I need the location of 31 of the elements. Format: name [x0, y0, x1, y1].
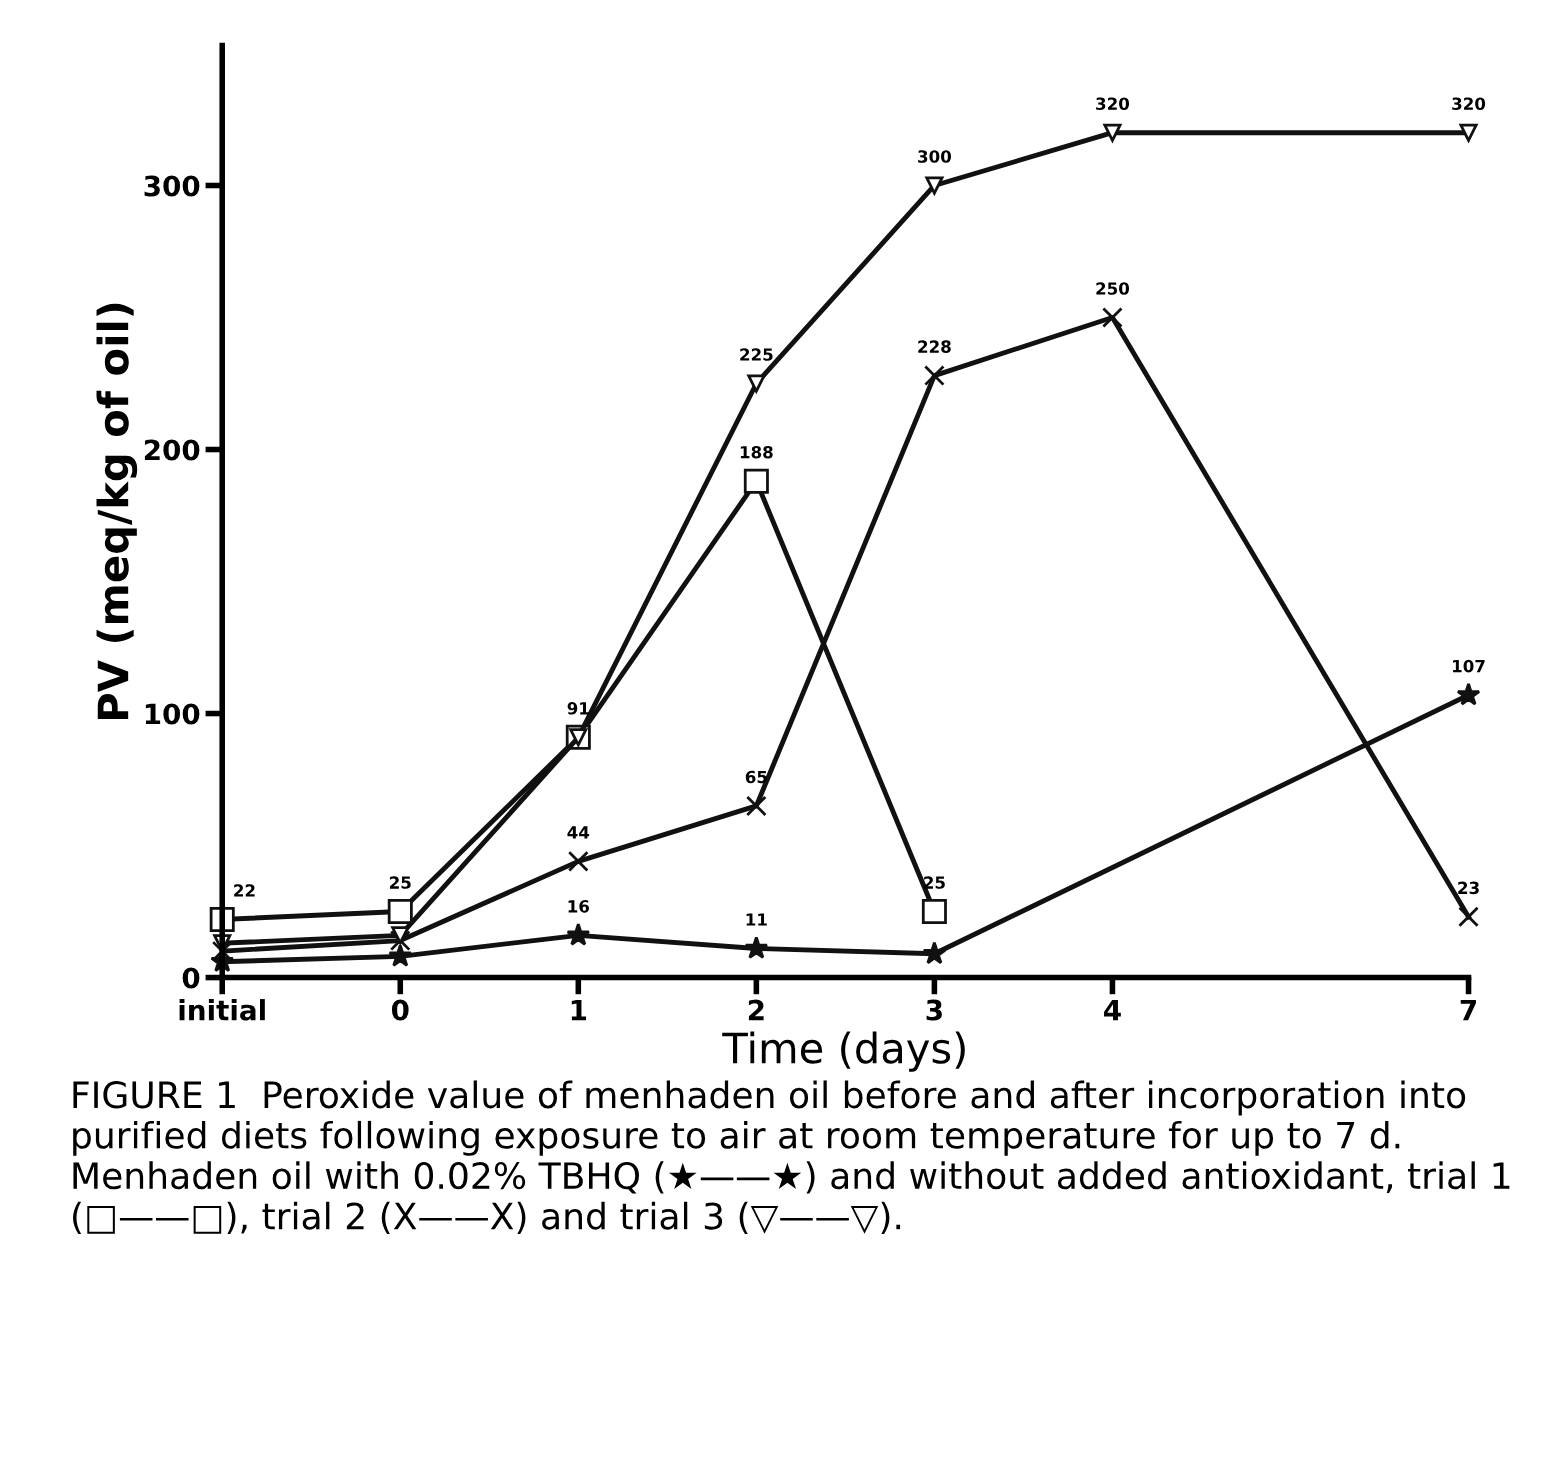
data-label: 250 [1096, 282, 1130, 295]
data-label: 91 [567, 702, 589, 715]
data-label: 25 [924, 876, 945, 889]
x-tick-label: 3 [926, 999, 942, 1021]
data-label: 44 [567, 826, 590, 839]
x-tick-label: 2 [748, 999, 764, 1021]
data-label: 225 [740, 348, 773, 361]
data-label: 228 [918, 340, 951, 353]
x-axis-title: Time (days) [722, 1031, 965, 1072]
x-tick-label: 7 [1460, 999, 1476, 1021]
data-label: 16 [568, 900, 590, 913]
data-label: 22 [234, 884, 255, 897]
caption: FIGURE 1 Peroxide value of menhaden oil before and after incorporation into purified diets following exposure to air at room temperature for up to 7 d. Menhaden oil with 0.02% TBHQ (★——★) and without added antioxidant, trial 1 (□——□), trial 2 (X——X) and trial 3 (▽——▽). [73, 1080, 1510, 1234]
x-tick-label: initial [179, 999, 265, 1021]
data-label: 25 [389, 876, 411, 889]
data-label: 65 [745, 770, 767, 784]
y-axis-title: PV (meq/kg of oil) [96, 303, 138, 720]
data-label: 23 [1458, 881, 1479, 895]
x-tick-label: 0 [391, 999, 409, 1021]
data-label: 320 [1096, 97, 1130, 111]
x-tick-label: 4 [1104, 999, 1121, 1021]
y-tick-label: 0 [182, 967, 200, 989]
data-label: 320 [1452, 97, 1486, 111]
y-tick-label: 300 [144, 175, 200, 197]
y-tick-label: 200 [144, 439, 200, 461]
data-label: 11 [746, 913, 767, 926]
data-label: 300 [918, 150, 951, 163]
y-tick-label: 100 [145, 703, 200, 725]
x-tick-label: 1 [571, 999, 587, 1021]
data-label: 188 [740, 445, 773, 459]
data-label: 107 [1453, 659, 1485, 673]
